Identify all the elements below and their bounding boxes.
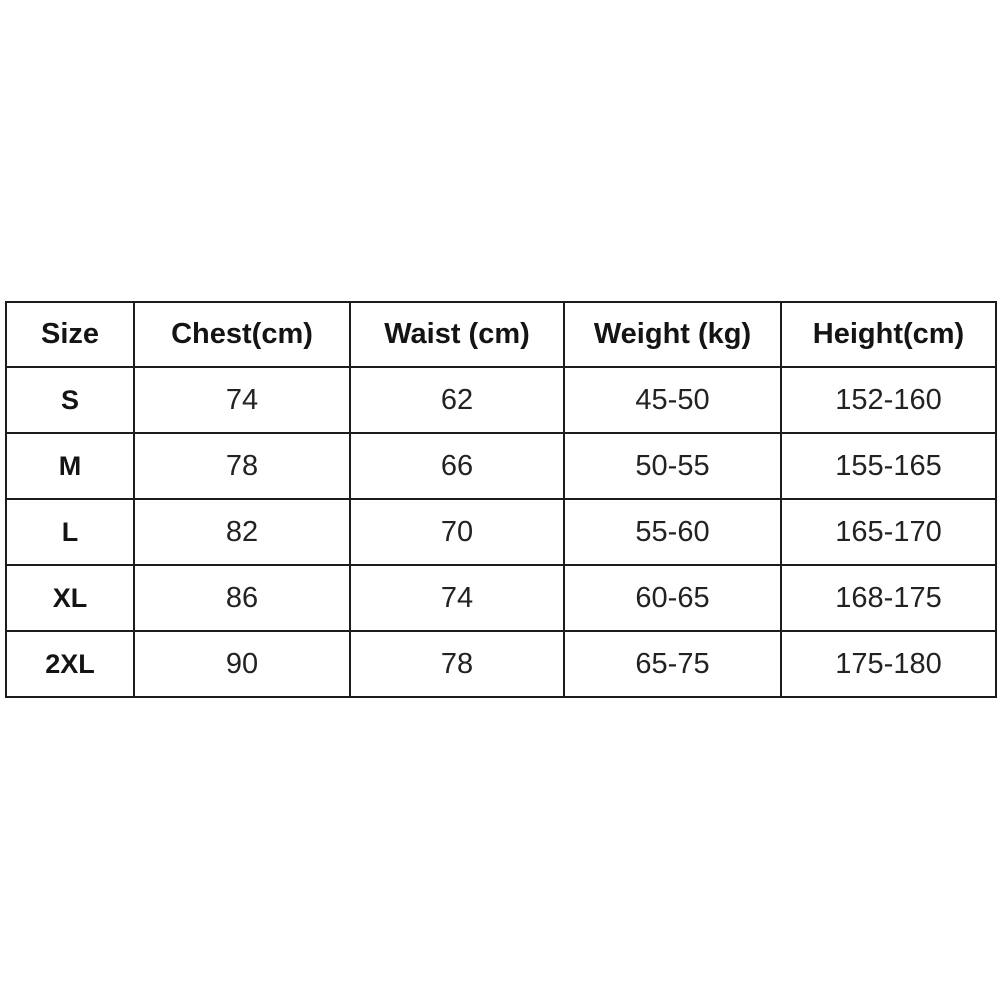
- table-row-2xl: 2XL 90 78 65-75 175-180: [5, 630, 997, 698]
- cell-weight-s: 45-50: [563, 366, 782, 434]
- cell-chest-s: 74: [133, 366, 351, 434]
- table-row-l: L 82 70 55-60 165-170: [5, 498, 997, 566]
- cell-weight-l: 55-60: [563, 498, 782, 566]
- header-cell-size: Size: [5, 301, 135, 368]
- header-cell-height: Height(cm): [780, 301, 997, 368]
- cell-size-2xl: 2XL: [5, 630, 135, 698]
- size-chart-table: Size Chest(cm) Waist (cm) Weight (kg) He…: [5, 301, 997, 698]
- cell-waist-l: 70: [349, 498, 565, 566]
- cell-size-s: S: [5, 366, 135, 434]
- cell-weight-xl: 60-65: [563, 564, 782, 632]
- header-cell-chest: Chest(cm): [133, 301, 351, 368]
- cell-height-l: 165-170: [780, 498, 997, 566]
- cell-weight-2xl: 65-75: [563, 630, 782, 698]
- table-row-xl: XL 86 74 60-65 168-175: [5, 564, 997, 632]
- cell-chest-m: 78: [133, 432, 351, 500]
- cell-size-m: M: [5, 432, 135, 500]
- header-row: Size Chest(cm) Waist (cm) Weight (kg) He…: [5, 301, 997, 368]
- cell-chest-l: 82: [133, 498, 351, 566]
- cell-height-xl: 168-175: [780, 564, 997, 632]
- cell-waist-m: 66: [349, 432, 565, 500]
- cell-weight-m: 50-55: [563, 432, 782, 500]
- cell-waist-2xl: 78: [349, 630, 565, 698]
- cell-height-s: 152-160: [780, 366, 997, 434]
- cell-waist-xl: 74: [349, 564, 565, 632]
- header-cell-weight: Weight (kg): [563, 301, 782, 368]
- cell-chest-2xl: 90: [133, 630, 351, 698]
- cell-size-xl: XL: [5, 564, 135, 632]
- cell-chest-xl: 86: [133, 564, 351, 632]
- cell-waist-s: 62: [349, 366, 565, 434]
- cell-height-m: 155-165: [780, 432, 997, 500]
- table-row-m: M 78 66 50-55 155-165: [5, 432, 997, 500]
- cell-height-2xl: 175-180: [780, 630, 997, 698]
- table-row-s: S 74 62 45-50 152-160: [5, 366, 997, 434]
- header-cell-waist: Waist (cm): [349, 301, 565, 368]
- cell-size-l: L: [5, 498, 135, 566]
